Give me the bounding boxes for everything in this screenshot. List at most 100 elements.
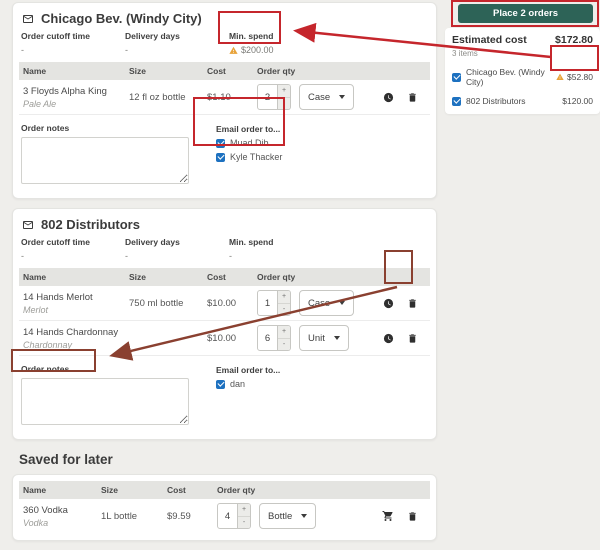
col-size: Size [129,66,147,76]
saved-for-later-title: Saved for later [19,452,113,467]
table-row: 360 Vodka Vodka 1L bottle $9.59 4 + - Bo… [19,499,430,533]
email-order-to-label: Email order to... [216,124,281,134]
unit-select-value: Unit [308,332,325,344]
unit-select[interactable]: Unit [299,325,349,351]
estimated-cost-label: Estimated cost [452,34,527,46]
col-cost: Cost [207,272,226,282]
col-size: Size [129,272,147,282]
recipient-row: Kyle Thacker [216,152,428,162]
order-notes-label: Order notes [21,364,70,374]
col-name: Name [23,66,47,76]
delete-trash-icon[interactable] [407,92,418,103]
col-qty: Order qty [217,485,256,495]
decrement-button[interactable]: - [278,338,290,350]
chevron-down-icon [339,95,346,99]
warning-icon [229,46,238,55]
unit-select[interactable]: Case [299,290,355,316]
unit-select-value: Case [308,297,331,309]
supplier-title: Chicago Bev. (Windy City) [41,11,202,26]
unit-select-value: Case [308,91,331,103]
table-header: Name Size Cost Order qty [19,268,430,286]
item-size: 12 fl oz bottle [129,91,186,103]
delete-trash-icon[interactable] [407,298,418,309]
cutoff-value: - [21,251,24,261]
col-name: Name [23,272,47,282]
decrement-button[interactable]: - [238,516,250,528]
item-variant: Vodka [23,517,49,528]
envelope-icon [21,219,35,231]
item-name: 360 Vodka [23,504,68,516]
decrement-button[interactable]: - [278,97,290,109]
quantity-input[interactable]: 4 [217,503,238,529]
supplier-header: Chicago Bev. (Windy City) [19,8,430,31]
supplier-card-chicago: Chicago Bev. (Windy City) Order cutoff t… [12,2,437,199]
item-cost: $10.00 [207,332,237,344]
decrement-button[interactable]: - [278,303,290,315]
table-header: Name Size Cost Order qty [19,481,430,499]
item-variant: Merlot [23,304,49,315]
recipient-checkbox[interactable] [216,152,225,162]
increment-button[interactable]: + [278,326,290,339]
save-for-later-clock-icon[interactable] [383,92,394,103]
recipient-checkbox[interactable] [216,379,225,389]
recipient-name: Muad Dib [230,138,269,148]
order-checkbox[interactable] [452,96,461,106]
quantity-stepper: + - [278,290,291,316]
recipient-row: Muad Dib [216,138,428,148]
col-name: Name [23,485,47,495]
notes-section: Order notes Email order to... dan [19,362,430,432]
unit-select[interactable]: Bottle [259,503,317,529]
col-size: Size [101,485,119,495]
increment-button[interactable]: + [278,85,290,98]
order-checkbox[interactable] [452,72,461,82]
delivery-label: Delivery days [125,237,180,247]
item-variant: Chardonnay [23,339,73,350]
unit-select[interactable]: Case [299,84,355,110]
cutoff-label: Order cutoff time [21,237,90,247]
item-cost: $10.00 [207,297,237,309]
saved-for-later-card: Name Size Cost Order qty 360 Vodka Vodka… [12,474,437,541]
item-size: 750 ml bottle [129,297,184,309]
order-notes-label: Order notes [21,123,70,133]
delivery-value: - [125,251,128,261]
supplier-header: 802 Distributors [19,214,430,237]
increment-button[interactable]: + [278,291,290,304]
minspend-value: - [229,251,232,261]
main-content: Chicago Bev. (Windy City) Order cutoff t… [12,2,437,550]
order-summary-row: Chicago Bev. (Windy City) $52.80 [452,67,593,87]
supplier-meta: Order cutoff time - Delivery days - Min.… [19,237,430,261]
delete-trash-icon[interactable] [407,511,418,522]
save-for-later-clock-icon[interactable] [383,333,394,344]
warning-icon [556,73,564,81]
notes-section: Order notes Email order to... Muad Dib K… [19,121,430,191]
estimated-cost-value: $172.80 [555,34,593,46]
item-name: 3 Floyds Alpha King [23,85,107,97]
order-notes-textarea[interactable] [21,378,189,425]
order-supplier-name: Chicago Bev. (Windy City) [466,67,545,87]
place-orders-button[interactable]: Place 2 orders [458,4,593,23]
chevron-down-icon [333,336,340,340]
estimated-cost-panel: Estimated cost $172.80 3 items Chicago B… [445,28,600,114]
cutoff-value: - [21,45,24,55]
supplier-meta: Order cutoff time - Delivery days - Min.… [19,31,430,55]
order-notes-textarea[interactable] [21,137,189,184]
table-header: Name Size Cost Order qty [19,62,430,80]
quantity-stepper: + - [278,325,291,351]
save-for-later-clock-icon[interactable] [383,298,394,309]
move-to-cart-icon[interactable] [382,510,394,522]
quantity-input[interactable]: 2 [257,84,278,110]
recipient-checkbox[interactable] [216,138,225,148]
delete-trash-icon[interactable] [407,333,418,344]
quantity-stepper: + - [238,503,251,529]
col-qty: Order qty [257,66,296,76]
chevron-down-icon [301,514,308,518]
order-summary-row: 802 Distributors $120.00 [452,96,593,106]
quantity-input[interactable]: 1 [257,290,278,316]
recipient-row: dan [216,379,428,389]
quantity-input[interactable]: 6 [257,325,278,351]
col-cost: Cost [207,66,226,76]
delivery-label: Delivery days [125,31,180,41]
order-cost: $52.80 [567,72,593,82]
supplier-card-802: 802 Distributors Order cutoff time - Del… [12,208,437,440]
increment-button[interactable]: + [238,504,250,517]
